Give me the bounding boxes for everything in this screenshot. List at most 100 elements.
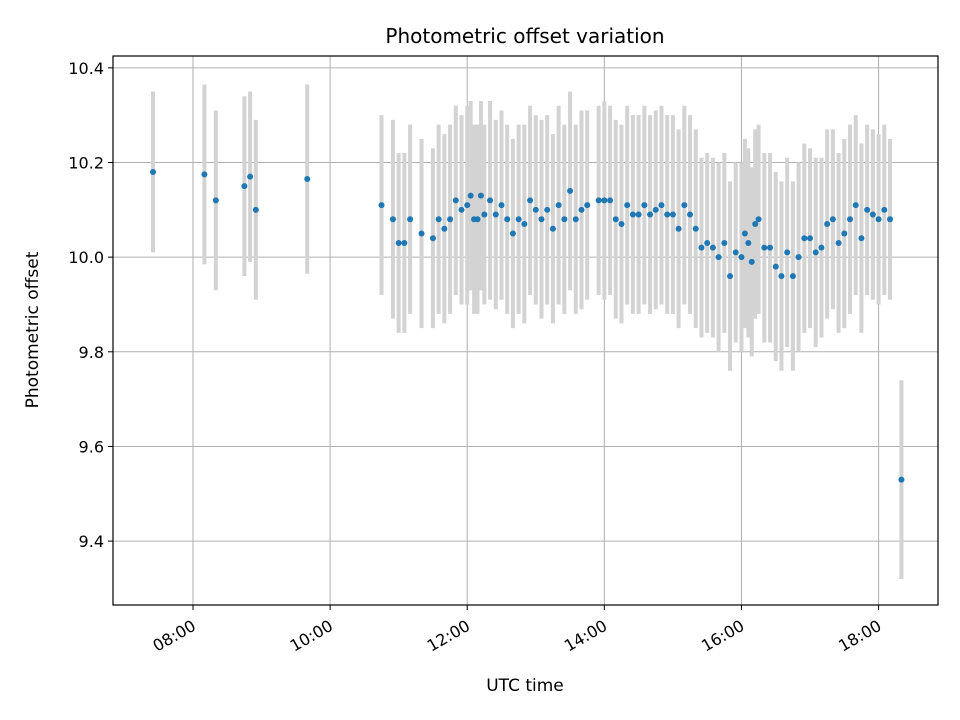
- y-tick-label-1: 9.6: [79, 437, 104, 456]
- data-point-29: [509, 230, 516, 237]
- data-point-66: [727, 273, 734, 280]
- data-point-15: [441, 225, 448, 232]
- data-point-79: [789, 273, 796, 280]
- data-point-68: [738, 254, 745, 261]
- data-point-18: [458, 206, 465, 213]
- y-tick-label-4: 10.2: [68, 153, 104, 172]
- data-point-84: [818, 244, 825, 251]
- data-point-58: [681, 202, 688, 209]
- y-tick-label-2: 9.8: [79, 343, 104, 362]
- data-point-25: [487, 197, 494, 204]
- data-point-40: [572, 216, 579, 223]
- data-point-7: [378, 202, 385, 209]
- data-point-61: [698, 244, 705, 251]
- data-point-42: [584, 202, 591, 209]
- data-point-19: [464, 202, 471, 209]
- data-point-63: [709, 244, 716, 251]
- data-point-96: [887, 216, 894, 223]
- data-point-89: [847, 216, 854, 223]
- data-point-14: [435, 216, 442, 223]
- data-point-57: [675, 225, 682, 232]
- data-point-86: [829, 216, 836, 223]
- data-point-41: [578, 206, 585, 213]
- data-point-91: [858, 235, 865, 242]
- data-point-11: [407, 216, 414, 223]
- data-point-90: [852, 202, 859, 209]
- data-point-73: [755, 216, 762, 223]
- data-point-37: [555, 202, 562, 209]
- data-point-9: [395, 239, 402, 246]
- data-point-75: [767, 244, 774, 251]
- data-point-36: [549, 225, 556, 232]
- data-point-49: [629, 211, 636, 218]
- data-point-53: [652, 206, 659, 213]
- data-point-77: [778, 273, 785, 280]
- data-point-80: [795, 254, 802, 261]
- data-point-51: [641, 202, 648, 209]
- y-axis-ticks: 9.4 9.6 9.8 10.0 10.2 10.4: [68, 59, 113, 551]
- data-point-43: [595, 197, 602, 204]
- data-point-78: [784, 249, 791, 256]
- data-point-72: [752, 221, 759, 228]
- data-point-81: [801, 235, 808, 242]
- data-point-82: [807, 235, 814, 242]
- data-point-74: [761, 244, 768, 251]
- data-point-31: [521, 221, 528, 228]
- chart-title: Photometric offset variation: [385, 24, 664, 48]
- y-axis-label: Photometric offset: [23, 251, 43, 408]
- data-point-55: [664, 211, 671, 218]
- data-point-10: [401, 239, 408, 246]
- y-tick-label-0: 9.4: [79, 532, 104, 551]
- data-point-62: [704, 239, 711, 246]
- plot-frame: [112, 55, 939, 606]
- data-point-16: [447, 216, 454, 223]
- data-point-87: [835, 239, 842, 246]
- data-point-46: [612, 216, 619, 223]
- data-point-60: [692, 225, 699, 232]
- data-point-93: [869, 211, 876, 218]
- y-tick-label-5: 10.4: [68, 59, 104, 78]
- data-point-38: [561, 216, 568, 223]
- data-point-76: [772, 263, 779, 270]
- data-point-27: [498, 202, 505, 209]
- data-point-30: [515, 216, 522, 223]
- data-point-56: [669, 211, 676, 218]
- data-point-3: [241, 183, 248, 190]
- data-point-2: [212, 197, 219, 204]
- data-point-1: [201, 171, 208, 178]
- data-point-23: [477, 192, 484, 199]
- data-point-28: [504, 216, 511, 223]
- x-axis-label: UTC time: [486, 676, 564, 696]
- data-point-69: [741, 230, 748, 237]
- data-point-0: [149, 168, 156, 175]
- data-point-65: [721, 239, 728, 246]
- data-point-67: [732, 249, 739, 256]
- data-point-97: [898, 476, 905, 483]
- data-point-33: [532, 206, 539, 213]
- data-point-17: [452, 197, 459, 204]
- data-point-54: [658, 202, 665, 209]
- data-point-8: [389, 216, 396, 223]
- data-point-39: [567, 187, 574, 194]
- data-point-12: [418, 230, 425, 237]
- data-point-52: [647, 211, 654, 218]
- data-point-35: [544, 206, 551, 213]
- data-point-45: [607, 197, 614, 204]
- data-point-24: [481, 211, 488, 218]
- data-point-5: [252, 206, 259, 213]
- data-point-92: [864, 206, 871, 213]
- data-point-47: [618, 221, 625, 228]
- data-point-64: [715, 254, 722, 261]
- data-point-13: [429, 235, 436, 242]
- data-point-83: [812, 249, 819, 256]
- data-point-32: [527, 197, 534, 204]
- data-points: [149, 168, 905, 483]
- data-point-6: [304, 176, 311, 183]
- data-point-88: [841, 230, 848, 237]
- data-point-44: [601, 197, 608, 204]
- data-point-34: [538, 216, 545, 223]
- data-point-85: [824, 221, 831, 228]
- data-point-48: [624, 202, 631, 209]
- data-point-50: [635, 211, 642, 218]
